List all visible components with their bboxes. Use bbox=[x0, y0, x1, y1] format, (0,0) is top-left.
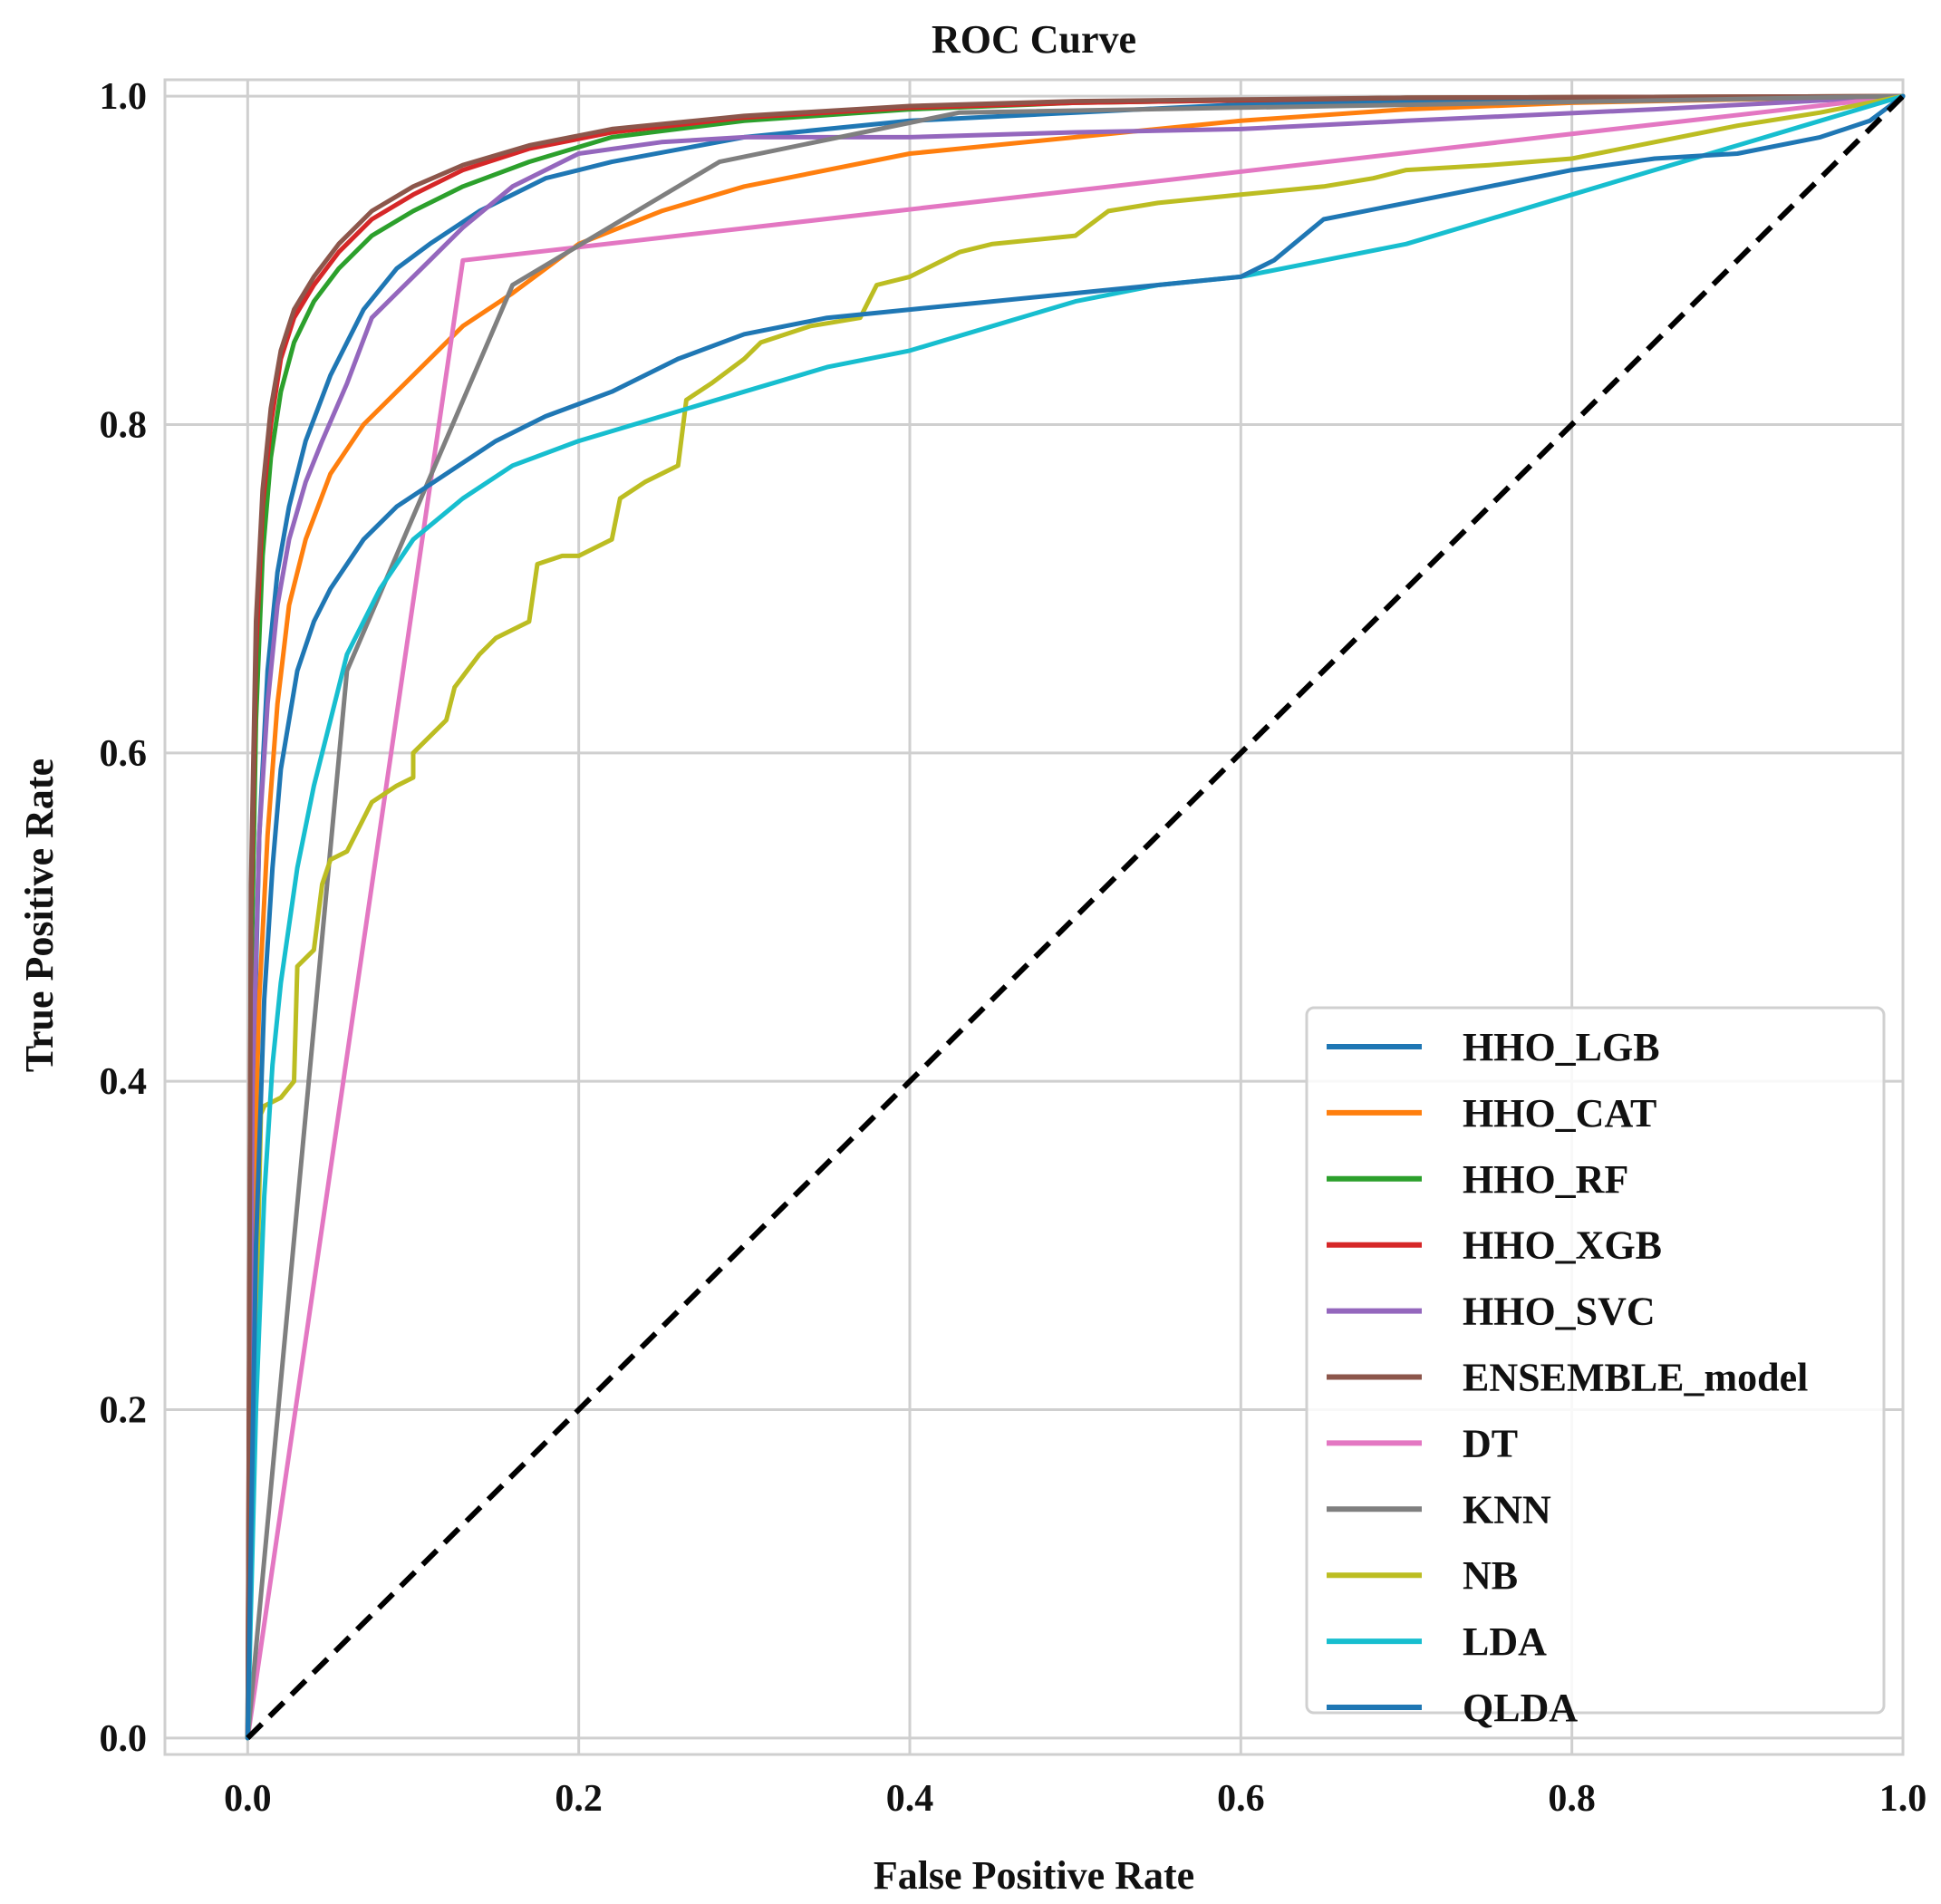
random-classifier-line bbox=[246, 93, 1906, 1741]
roc-line-hho-cat bbox=[245, 93, 1906, 1741]
x-tick-label: 0.4 bbox=[886, 1778, 934, 1820]
roc-line-hho-svc bbox=[245, 93, 1906, 1741]
legend-label: QLDA bbox=[1463, 1686, 1578, 1730]
x-tick-label: 0.8 bbox=[1548, 1778, 1596, 1820]
y-tick-label: 0.8 bbox=[100, 404, 148, 446]
y-axis-label: True Positive Rate bbox=[17, 759, 62, 1072]
x-tick-label: 0.6 bbox=[1217, 1778, 1265, 1820]
y-tick-label: 0.6 bbox=[100, 733, 148, 775]
legend-label: DT bbox=[1463, 1421, 1518, 1465]
legend-box bbox=[1305, 1006, 1886, 1715]
legend-label: HHO_LGB bbox=[1463, 1025, 1660, 1069]
legend-label: LDA bbox=[1463, 1619, 1547, 1664]
y-tick-label: 0.2 bbox=[100, 1390, 148, 1432]
roc-line-hho-lgb bbox=[245, 93, 1906, 1741]
y-tick-label: 1.0 bbox=[100, 76, 148, 118]
roc-line-nb bbox=[245, 93, 1906, 1741]
y-tick-label: 0.4 bbox=[100, 1061, 148, 1103]
x-axis-label: False Positive Rate bbox=[874, 1853, 1194, 1898]
x-tick-labels: 0.0 0.2 0.4 0.6 0.8 1.0 bbox=[224, 1778, 1927, 1820]
x-tick-label: 0.0 bbox=[224, 1778, 272, 1820]
y-tick-labels: 0.0 0.2 0.4 0.6 0.8 1.0 bbox=[100, 76, 148, 1760]
series-layer bbox=[245, 93, 1906, 1741]
legend-label: ENSEMBLE_model bbox=[1463, 1356, 1808, 1400]
roc-line-lda bbox=[245, 93, 1906, 1741]
legend-label: HHO_RF bbox=[1463, 1157, 1628, 1202]
legend-label: HHO_XGB bbox=[1463, 1223, 1662, 1268]
x-tick-label: 0.2 bbox=[555, 1778, 603, 1820]
roc-line-qlda bbox=[245, 93, 1906, 1741]
y-tick-label: 0.0 bbox=[100, 1718, 148, 1760]
roc-line-knn bbox=[245, 93, 1906, 1741]
roc-line-ensemble-model bbox=[245, 93, 1906, 1741]
plot-frame bbox=[163, 78, 1905, 1756]
roc-line-dt bbox=[245, 93, 1906, 1741]
x-tick-label: 1.0 bbox=[1879, 1778, 1927, 1820]
legend-label: NB bbox=[1463, 1553, 1518, 1598]
legend-label: HHO_CAT bbox=[1463, 1091, 1656, 1136]
legend: HHO_LGB HHO_CAT HHO_RF HHO_XGB HHO_SVC ENSEMB… bbox=[1305, 1006, 1886, 1730]
chart-title: ROC Curve bbox=[932, 17, 1136, 62]
legend-label: KNN bbox=[1463, 1487, 1551, 1532]
legend-label: HHO_SVC bbox=[1463, 1290, 1656, 1334]
